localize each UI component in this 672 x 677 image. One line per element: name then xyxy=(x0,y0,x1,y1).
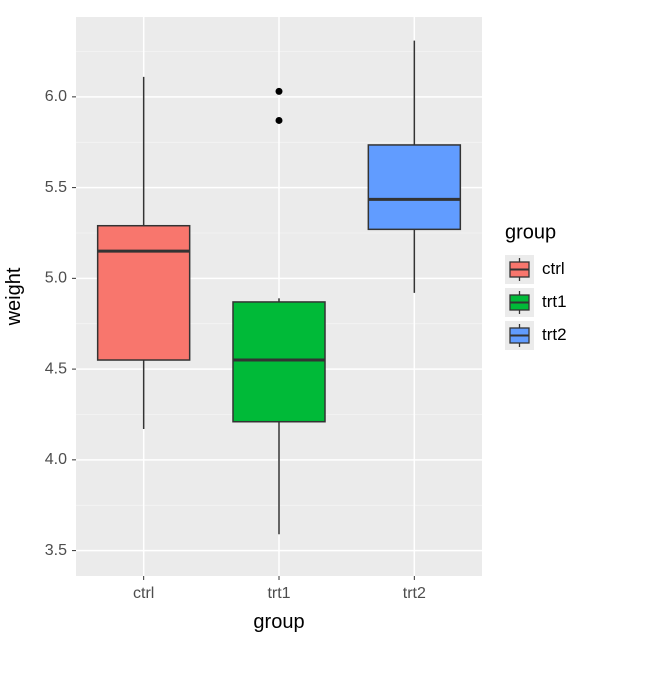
legend-label: trt2 xyxy=(542,325,567,344)
legend-label: ctrl xyxy=(542,259,565,278)
y-tick-label: 6.0 xyxy=(45,88,67,105)
legend-label: trt1 xyxy=(542,292,567,311)
y-axis-title: weight xyxy=(3,267,25,326)
box-trt2 xyxy=(368,145,460,229)
legend-title: group xyxy=(505,222,556,244)
x-tick-label: trt1 xyxy=(267,585,290,602)
x-tick-label: ctrl xyxy=(133,585,154,602)
y-tick-label: 4.0 xyxy=(45,451,67,468)
outlier-point xyxy=(276,88,283,95)
y-tick-label: 5.0 xyxy=(45,270,67,287)
box-ctrl xyxy=(98,226,190,360)
y-tick-label: 5.5 xyxy=(45,179,67,196)
outlier-point xyxy=(276,117,283,124)
x-tick-label: trt2 xyxy=(403,585,426,602)
box-trt1 xyxy=(233,302,325,422)
boxplot-chart: 3.5 4.0 4.5 5.0 5.5 6.0 ctrl trt1 trt2 weight grou… xyxy=(0,0,672,672)
y-tick-label: 4.5 xyxy=(45,360,67,377)
y-tick-label: 3.5 xyxy=(45,542,67,559)
x-axis-title: group xyxy=(253,611,304,633)
